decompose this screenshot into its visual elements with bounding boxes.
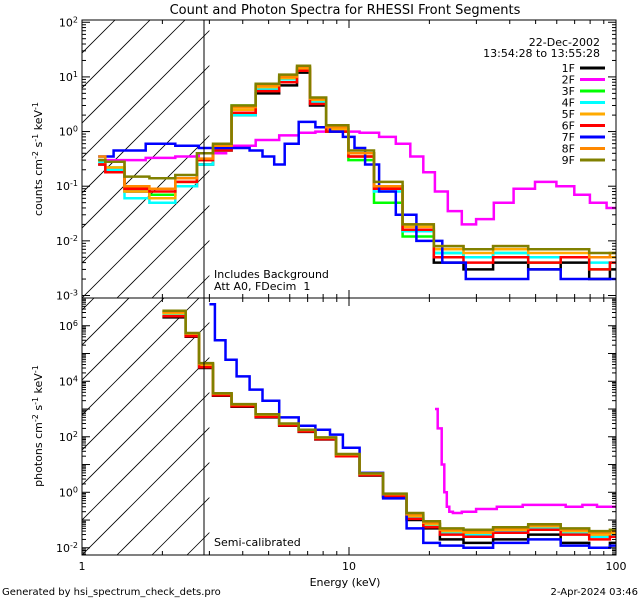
legend-label-1F: 1F [562,62,575,75]
semi-calibrated-note: Semi-calibrated [214,536,301,549]
hatch-line [82,298,270,486]
hatch-line [82,20,186,124]
photon-spectra [162,302,616,550]
series-line-2F [435,407,616,515]
x-axis-label: Energy (keV) [310,576,381,589]
hatch-line [82,298,305,521]
bottom-y-axis-label: photons cm-2 s-1 keV-1 [31,365,46,487]
y-tick-label: 10-2 [56,233,78,248]
series-line-6F [162,315,616,541]
hatch-line [0,235,122,555]
legend-label-2F: 2F [562,74,575,87]
observation-date: 22-Dec-2002 [529,36,600,49]
unhatched-area [209,20,616,298]
x-tick-label: 10 [342,560,356,573]
legend-label-8F: 8F [562,143,575,156]
legend-label-7F: 7F [562,131,575,144]
includes-background-note: Includes Background [214,268,329,281]
chart-title: Count and Photon Spectra for RHESSI Fron… [170,3,521,18]
series-line-9F [98,64,616,255]
series-line-9F [162,309,616,533]
legend-label-9F: 9F [562,154,575,167]
y-tick-label: 100 [59,124,78,139]
legend-label-6F: 6F [562,120,575,133]
y-tick-label: 102 [59,429,78,444]
y-tick-label: 102 [59,15,78,30]
hatch-line [82,298,235,451]
hatch-line [0,0,122,298]
hatch-line [82,20,151,89]
y-tick-label: 10-1 [56,179,78,194]
hatch-line [82,298,200,416]
legend-label-4F: 4F [562,97,575,110]
hatch-line [82,298,130,346]
y-tick-label: 10-2 [56,540,78,555]
y-tick-label: 104 [59,374,78,389]
axis-ticks: 10-3 10-2 10-1 100 101 102 10-2 100 102 104 106 1 10… [56,15,626,573]
count-spectra [98,64,616,281]
y-tick-label: 106 [59,318,78,333]
y-tick-label: 10-3 [56,288,78,303]
hatch-line [0,0,17,298]
series-line-7F [98,120,616,281]
hatch-line [0,235,17,555]
x-tick-label: 100 [606,560,627,573]
attenuator-note: Att A0, FDecim 1 [214,280,310,293]
top-y-axis-label: counts cm-2 s-1 keV-1 [31,102,46,216]
legend-label-3F: 3F [562,85,575,98]
footer-timestamp: 2-Apr-2024 03:46 [550,587,638,598]
time-range: 13:54:28 to 13:55:28 [483,47,600,60]
legend-label-5F: 5F [562,108,575,121]
hatch-line [82,20,116,54]
y-tick-label: 100 [59,485,78,500]
excluded-region-top [0,0,616,298]
hatch-line [82,298,95,311]
x-tick-label: 1 [79,560,86,573]
y-tick-label: 101 [59,69,78,84]
footer-generated-by: Generated by hsi_spectrum_check_dets.pro [2,587,221,598]
hatch-line [82,20,221,159]
excluded-region-bottom [0,235,616,555]
